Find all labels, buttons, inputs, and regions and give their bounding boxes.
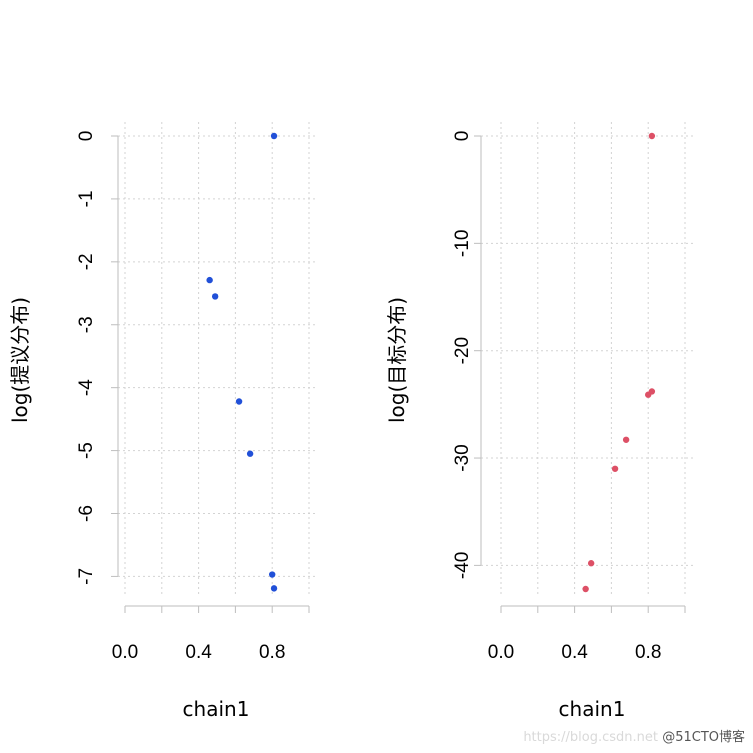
left-y-tick-label-5: -5	[76, 442, 97, 459]
left-y-tick-label-1: -1	[76, 190, 97, 207]
left-y-tick-label-6: -6	[76, 505, 97, 522]
left-y-tick-label-3: -3	[76, 316, 97, 333]
right-x-tick-label-2: 0.8	[635, 642, 661, 663]
left-scatter-panel: 0 -1 -2 -3 -4 -5 -6 -7 0.0 0.4 0.8 chain1 log(提议分布…	[8, 122, 317, 721]
right-data-point-4	[611, 465, 619, 472]
left-axes: 0 -1 -2 -3 -4 -5 -6 -7 0.0 0.4 0.8	[76, 131, 310, 663]
left-data-point-3	[235, 398, 243, 405]
left-y-tick-label-4: -4	[76, 379, 97, 396]
right-data-point-6	[582, 585, 589, 593]
left-data-point-2	[211, 293, 219, 300]
right-data-point-2	[645, 391, 652, 398]
left-x-tick-label-0: 0.0	[112, 642, 138, 663]
right-y-tick-label-2: -20	[452, 337, 473, 364]
left-data-point-0	[270, 132, 278, 140]
left-data-point-1	[206, 276, 213, 284]
right-y-tick-label-1: -10	[452, 230, 473, 257]
right-y-tick-label-0: 0	[452, 131, 473, 142]
left-data-point-5	[269, 571, 276, 578]
right-grid	[481, 122, 693, 595]
left-grid	[118, 122, 317, 595]
right-scatter-panel: 0 -10 -20 -30 -40 0.0 0.4 0.8 chain1 log(目标分布)	[385, 122, 693, 721]
right-x-tick-label-0: 0.0	[488, 642, 514, 663]
watermark-url: https://blog.csdn.net	[523, 730, 658, 745]
right-x-axis-title: chain1	[559, 697, 626, 721]
right-points	[582, 132, 656, 593]
left-data-point-6	[270, 585, 278, 592]
left-x-tick-label-2: 0.8	[259, 642, 285, 663]
left-x-axis-title: chain1	[183, 697, 250, 721]
right-y-tick-label-4: -40	[452, 552, 473, 579]
right-y-tick-label-3: -30	[452, 444, 473, 471]
right-x-tick-label-1: 0.4	[561, 642, 588, 663]
left-x-tick-label-1: 0.4	[185, 642, 212, 663]
right-y-axis-title: log(目标分布)	[385, 297, 409, 423]
left-points	[206, 132, 278, 592]
left-y-axis-title: log(提议分布)	[8, 297, 32, 423]
left-data-point-4	[246, 450, 254, 457]
right-data-point-5	[587, 560, 595, 567]
left-y-tick-label-2: -2	[76, 253, 97, 270]
right-data-point-0	[648, 132, 656, 140]
watermark-brand: @51CTO博客	[662, 730, 745, 745]
left-y-tick-label-7: -7	[76, 568, 97, 585]
right-data-point-3	[622, 436, 630, 443]
right-axes: 0 -10 -20 -30 -40 0.0 0.4 0.8	[452, 131, 686, 663]
left-y-tick-label-0: 0	[76, 131, 97, 142]
